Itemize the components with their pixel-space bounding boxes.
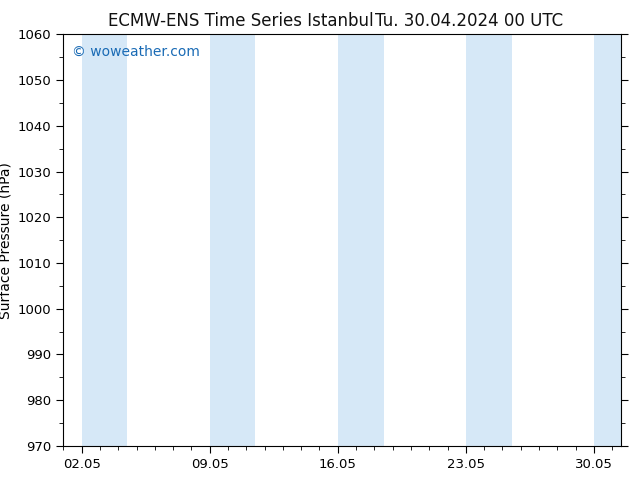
Bar xyxy=(594,34,634,446)
Text: Tu. 30.04.2024 00 UTC: Tu. 30.04.2024 00 UTC xyxy=(375,12,563,30)
Bar xyxy=(338,34,384,446)
Bar xyxy=(466,34,512,446)
Bar xyxy=(210,34,256,446)
Y-axis label: Surface Pressure (hPa): Surface Pressure (hPa) xyxy=(0,162,12,318)
Bar xyxy=(82,34,127,446)
Text: ECMW-ENS Time Series Istanbul: ECMW-ENS Time Series Istanbul xyxy=(108,12,373,30)
Text: © woweather.com: © woweather.com xyxy=(72,45,200,59)
